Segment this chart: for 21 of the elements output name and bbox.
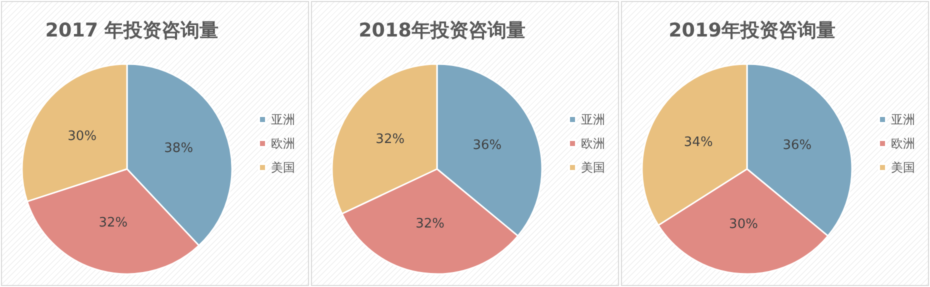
legend-label: 亚洲 — [891, 112, 915, 126]
chart-title: 2018年投资咨询量 — [358, 20, 526, 42]
legend-label: 亚洲 — [581, 112, 605, 126]
data-label: 34% — [684, 134, 713, 150]
legend-label: 欧洲 — [891, 136, 915, 150]
chart-title: 2019年投资咨询量 — [668, 20, 836, 42]
legend-label: 美国 — [891, 160, 915, 174]
legend-label: 亚洲 — [271, 112, 295, 126]
data-label: 38% — [164, 141, 194, 156]
legend-label: 欧洲 — [271, 136, 295, 150]
data-label: 32% — [376, 132, 405, 147]
data-label: 30% — [68, 128, 97, 144]
data-label: 36% — [472, 138, 502, 153]
data-label: 30% — [729, 216, 758, 232]
data-label: 32% — [416, 216, 444, 232]
chart-title: 2017 年投资咨询量 — [45, 20, 219, 42]
legend-label: 美国 — [271, 160, 295, 174]
legend-label: 欧洲 — [581, 136, 605, 150]
data-label: 32% — [98, 215, 128, 230]
legend-label: 美国 — [581, 160, 605, 174]
data-label: 36% — [782, 138, 812, 153]
